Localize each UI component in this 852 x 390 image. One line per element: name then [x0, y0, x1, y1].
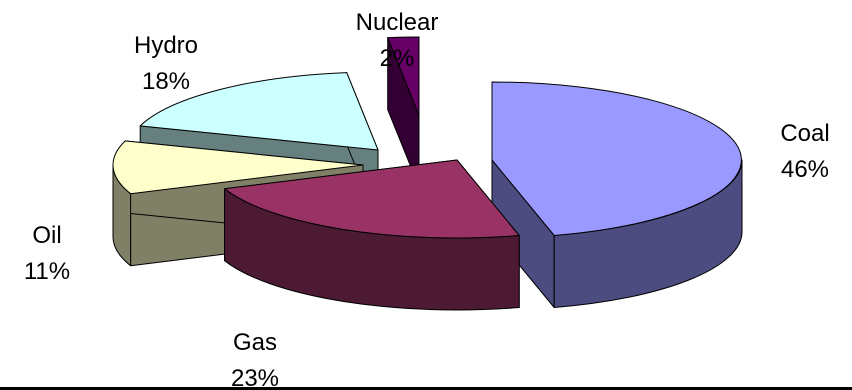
slice-nuclear [387, 36, 420, 188]
slice-coal [491, 81, 743, 308]
slice-gas [224, 159, 520, 311]
slice-label-coal: Coal [780, 120, 829, 147]
slice-top-nuclear [387, 36, 420, 116]
slice-label-gas: Gas [233, 329, 277, 356]
slice-label-hydro: Hydro [134, 32, 198, 59]
slice-top-coal [491, 81, 742, 236]
slice-percent-coal: 46% [781, 156, 829, 183]
slice-percent-oil: 11% [24, 258, 70, 285]
slice-label-oil: Oil [32, 222, 61, 249]
slice-top-gas [224, 159, 520, 239]
slice-percent-nuclear: 2% [380, 45, 415, 72]
slice-top-oil [112, 140, 364, 195]
slice-percent-hydro: 18% [142, 68, 190, 95]
slice-top-hydro [139, 72, 379, 151]
slice-label-nuclear: Nuclear [356, 9, 439, 36]
slice-percent-gas: 23% [231, 365, 279, 390]
